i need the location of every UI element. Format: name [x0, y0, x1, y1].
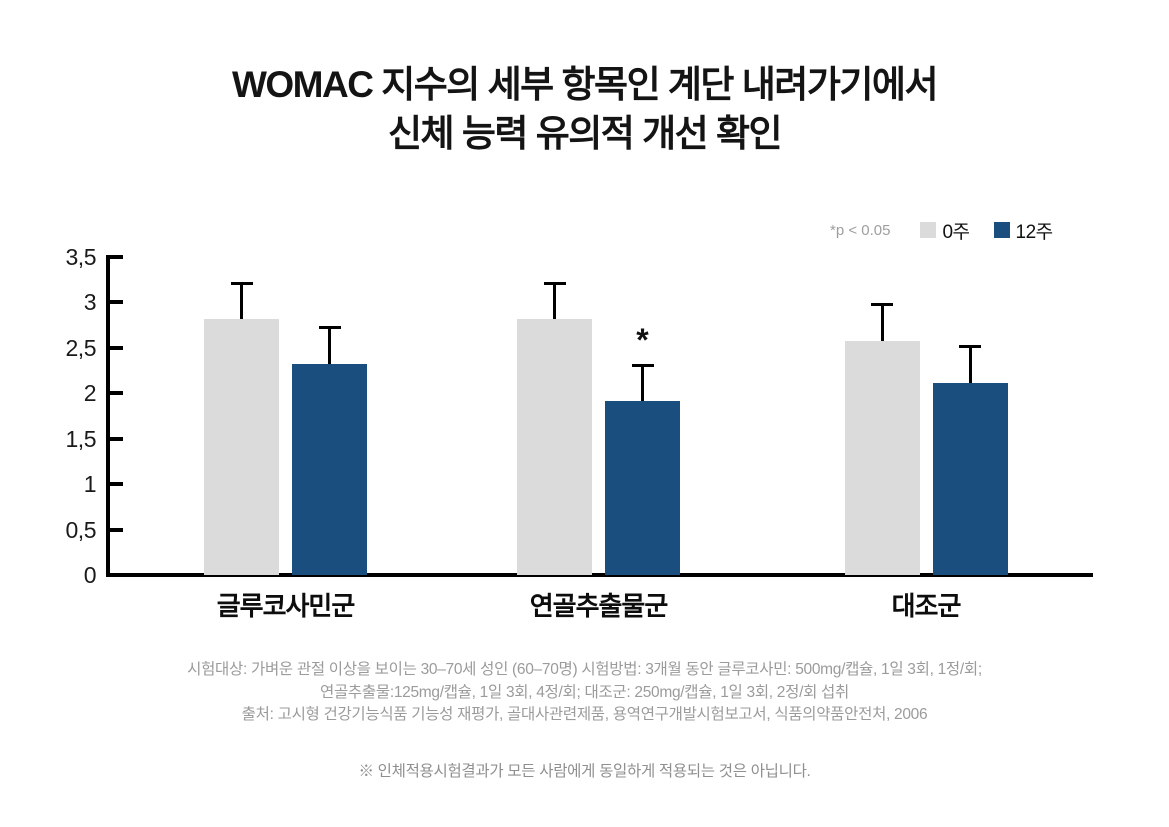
y-tick-mark — [110, 345, 123, 350]
y-tick-mark — [110, 255, 123, 259]
y-tick-label: 3,5 — [65, 244, 97, 270]
bar-week0-group2 — [517, 318, 592, 575]
footnote-line-1: 시험대상: 가벼운 관절 이상을 보이는 30–70세 성인 (60–70명) … — [187, 661, 982, 678]
y-tick-label: 1 — [83, 471, 97, 498]
title-line-1: WOMAC 지수의 세부 항목인 계단 내려가기에서 — [231, 64, 939, 105]
legend-label-week12: 12주 — [1015, 221, 1054, 243]
error-bar-line — [240, 283, 243, 319]
y-tick-label: 3 — [83, 289, 97, 316]
disclaimer: ※ 인체적용시험결과가 모든 사람에게 동일하게 적용되는 것은 아닙니다. — [358, 763, 811, 780]
y-tick-label: 2 — [83, 380, 97, 407]
y-tick-label: 0 — [83, 562, 97, 588]
footnote-line-3: 출처: 고시형 건강기능식품 기능성 재평가, 골대사관련제품, 용역연구개발시… — [241, 706, 928, 723]
y-tick-label: 0,5 — [65, 516, 97, 543]
error-bar-cap — [959, 345, 981, 349]
error-bar-line — [553, 283, 556, 319]
y-tick-mark — [110, 300, 123, 305]
error-bar-line — [968, 346, 972, 384]
error-bar-line — [641, 365, 644, 401]
error-bar-line — [880, 304, 884, 341]
legend-swatch-week12-icon — [993, 222, 1010, 238]
legend-item-week12: 12주 — [993, 217, 1054, 244]
category-label-group1: 글루코사민군 — [216, 591, 356, 621]
bar-week12-group3 — [932, 383, 1008, 575]
y-tick-mark — [110, 482, 123, 487]
significance-marker: * — [636, 322, 649, 359]
chart-title: WOMAC 지수의 세부 항목인 계단 내려가기에서 신체 능력 유의적 개선 … — [0, 60, 1169, 158]
legend-item-week0: 0주 — [920, 217, 970, 244]
error-bar-cap — [230, 282, 253, 286]
footnote-line-2: 연골추출물:125mg/캡슐, 1일 3회, 4정/회; 대조군: 250mg/… — [320, 683, 849, 701]
error-bar-line — [328, 326, 331, 365]
bar-week12-group2 — [605, 400, 680, 575]
category-label-group2: 연골추출물군 — [529, 591, 669, 621]
legend-swatch-week0-icon — [920, 222, 937, 238]
y-tick-mark — [110, 391, 123, 396]
category-label-group3: 대조군 — [891, 591, 962, 621]
bar-week0-group1 — [204, 318, 279, 575]
error-bar-cap — [631, 364, 654, 368]
error-bar-cap — [871, 303, 893, 307]
footnotes: 시험대상: 가벼운 관절 이상을 보이는 30–70세 성인 (60–70명) … — [0, 659, 1169, 727]
legend: *p < 0.05 0주 12주 — [830, 220, 1077, 243]
legend-label-week0: 0주 — [942, 221, 970, 243]
x-axis-line — [106, 573, 1093, 577]
bar-week12-group1 — [292, 364, 367, 575]
pvalue-note: *p < 0.05 — [830, 221, 891, 239]
bar-week0-group3 — [844, 340, 920, 575]
error-bar-cap — [543, 282, 566, 286]
title-line-2: 신체 능력 유의적 개선 확인 — [387, 113, 783, 154]
y-tick-mark — [110, 436, 123, 441]
y-tick-label: 2,5 — [65, 334, 97, 361]
y-tick-label: 1,5 — [65, 425, 97, 452]
error-bar-cap — [318, 325, 341, 329]
y-axis-line — [106, 255, 110, 577]
y-tick-mark — [110, 527, 123, 532]
